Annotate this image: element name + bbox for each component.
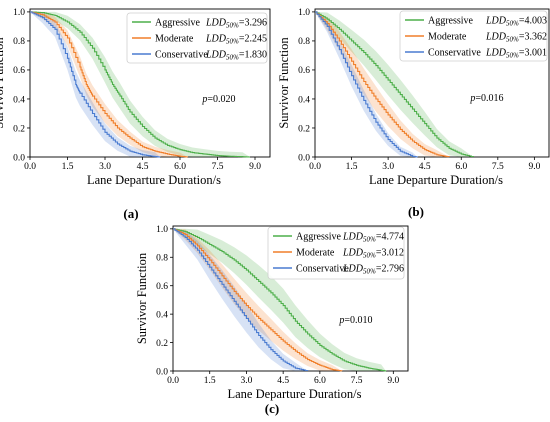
y-tick-label: 0.2 — [13, 124, 25, 134]
survival-line-conservative — [315, 11, 418, 158]
panel-label-c: (c) — [265, 401, 279, 416]
panel-c-chart: 0.0 1.5 3.0 4.5 6.0 7.5 9.0 0.0 0.2 0.4 0.6 0.8 1.0 L… — [135, 225, 409, 401]
confidence-band-conservative — [173, 228, 308, 371]
x-tick-label: 3.0 — [382, 162, 394, 172]
ldd50-value-aggressive: LDD50%=4.003 — [485, 16, 547, 28]
x-tick-label: 4.5 — [419, 162, 431, 172]
legend-label-conservative: Conservative — [428, 48, 481, 59]
panel-label-b: (b) — [408, 204, 424, 219]
y-tick-label: 0.2 — [298, 124, 310, 134]
x-tick-label: 7.5 — [351, 376, 363, 386]
ldd50-value-conservative: LDD50%=2.796 — [342, 264, 404, 276]
y-tick-label: 0.2 — [156, 339, 168, 349]
x-tick-label: 1.5 — [204, 376, 216, 386]
y-tick-label: 0.4 — [298, 95, 310, 105]
confidence-band-moderate — [30, 11, 188, 158]
y-tick-label: 1.0 — [298, 8, 310, 18]
y-tick-label: 1.0 — [13, 8, 25, 18]
y-axis-label: Survivor Function — [277, 37, 291, 129]
x-tick-label: 0.0 — [167, 376, 179, 386]
x-tick-label: 9.0 — [528, 162, 540, 172]
legend-label-conservative: Conservative — [296, 264, 349, 275]
x-tick-label: 9.0 — [387, 376, 399, 386]
y-tick-label: 0.6 — [13, 66, 25, 76]
x-tick-label: 7.5 — [212, 162, 224, 172]
ldd50-value-conservative: LDD50%=3.001 — [485, 48, 547, 60]
ldd50-value-moderate: LDD50%=3.362 — [485, 32, 547, 44]
legend-box — [267, 226, 405, 280]
y-tick-label: 0.8 — [13, 37, 25, 47]
x-tick-label: 1.5 — [346, 162, 358, 172]
confidence-band-aggressive — [30, 11, 250, 158]
panel-b-chart: 0.0 1.5 3.0 4.5 6.0 7.5 9.0 0.0 0.2 0.4 0.6 0.8 1.0 L… — [277, 8, 550, 187]
y-tick-label: 0.0 — [13, 153, 25, 163]
y-tick-label: 0.4 — [13, 95, 25, 105]
y-tick-label: 0.4 — [156, 310, 168, 320]
confidence-band-conservative — [315, 11, 418, 158]
survival-line-aggressive — [315, 11, 474, 158]
x-tick-label: 4.5 — [137, 162, 149, 172]
legend-label-moderate: Moderate — [155, 34, 194, 45]
panel-label-a: (a) — [123, 206, 138, 221]
x-tick-label: 6.0 — [455, 162, 467, 172]
legend-box — [126, 12, 268, 64]
x-tick-label: 6.0 — [174, 162, 186, 172]
x-tick-label: 7.5 — [492, 162, 504, 172]
x-tick-label: 1.5 — [62, 162, 74, 172]
legend-label-moderate: Moderate — [428, 32, 467, 43]
y-tick-label: 0.8 — [156, 254, 168, 264]
x-axis-label: Lane Departure Duration/s — [87, 173, 221, 187]
ldd50-value-aggressive: LDD50%=3.296 — [205, 18, 267, 30]
plot-frame — [172, 225, 409, 372]
survival-line-conservative — [173, 228, 309, 372]
p-value: p=0.016 — [469, 93, 503, 104]
y-tick-label: 0.8 — [298, 37, 310, 47]
survival-line-aggressive — [173, 228, 387, 372]
survival-line-moderate — [315, 11, 450, 158]
x-tick-label: 0.0 — [309, 162, 321, 172]
y-tick-label: 1.0 — [156, 225, 168, 235]
legend-box — [399, 10, 548, 62]
legend-label-aggressive: Aggressive — [155, 18, 201, 29]
x-axis-label: Lane Departure Duration/s — [228, 387, 362, 401]
survival-line-aggressive — [30, 11, 250, 158]
x-tick-label: 9.0 — [249, 162, 261, 172]
survival-line-moderate — [173, 228, 343, 372]
panel-a-chart: 0.0 1.5 3.0 4.5 6.0 7.5 9.0 0.0 0.2 0.4 0.6 0.8 1.0 L… — [0, 8, 271, 187]
legend-label-conservative: Conservative — [155, 50, 208, 61]
y-tick-label: 0.6 — [298, 66, 310, 76]
y-tick-label: 0.6 — [156, 282, 168, 292]
x-tick-label: 4.5 — [277, 376, 289, 386]
x-tick-label: 3.0 — [241, 376, 253, 386]
y-tick-label: 0.0 — [156, 367, 168, 377]
y-axis-label: Survivor Function — [0, 37, 6, 129]
ldd50-value-moderate: LDD50%=2.245 — [205, 34, 267, 46]
ldd50-value-aggressive: LDD50%=4.774 — [342, 232, 404, 244]
confidence-band-conservative — [30, 11, 160, 158]
ldd50-value-moderate: LDD50%=3.012 — [342, 248, 404, 260]
y-axis-label: Survivor Function — [135, 252, 149, 344]
plot-frame — [29, 8, 271, 158]
confidence-band-moderate — [315, 11, 450, 158]
x-tick-label: 0.0 — [24, 162, 36, 172]
p-value: p=0.020 — [201, 94, 235, 105]
confidence-band-moderate — [173, 228, 342, 371]
x-tick-label: 3.0 — [99, 162, 111, 172]
ldd50-value-conservative: LDD50%=1.830 — [205, 50, 267, 62]
legend-label-aggressive: Aggressive — [296, 232, 342, 243]
legend-label-aggressive: Aggressive — [428, 16, 474, 27]
p-value: p=0.010 — [338, 315, 372, 326]
legend-label-moderate: Moderate — [296, 248, 335, 259]
plot-frame — [314, 8, 550, 158]
survival-line-conservative — [30, 11, 161, 158]
survival-line-moderate — [30, 11, 189, 158]
x-axis-label: Lane Departure Duration/s — [369, 173, 503, 187]
y-tick-label: 0.0 — [298, 153, 310, 163]
x-tick-label: 6.0 — [314, 376, 326, 386]
